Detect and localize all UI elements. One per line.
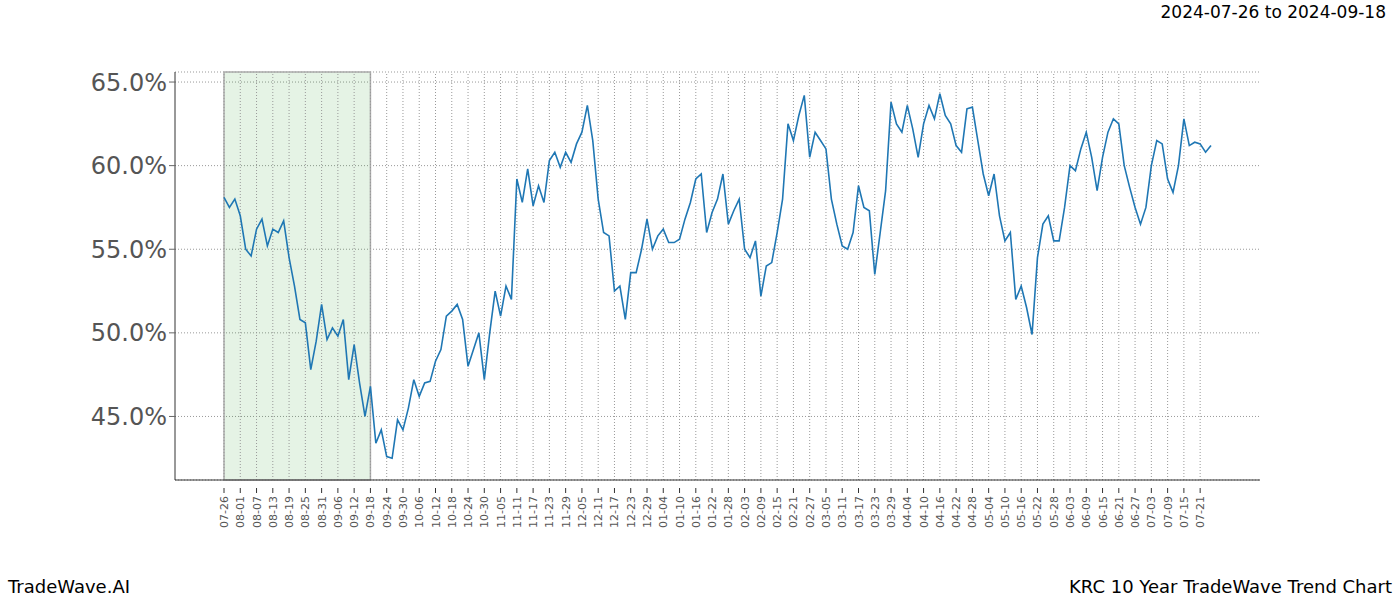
svg-text:01-28: 01-28 — [722, 496, 735, 528]
svg-text:06-09: 06-09 — [1080, 496, 1093, 528]
svg-text:01-04: 01-04 — [657, 496, 670, 528]
svg-text:12-17: 12-17 — [608, 496, 621, 528]
svg-text:12-11: 12-11 — [592, 496, 605, 528]
svg-text:10-24: 10-24 — [462, 496, 475, 528]
svg-text:08-31: 08-31 — [316, 496, 329, 528]
svg-text:03-05: 03-05 — [820, 496, 833, 528]
svg-text:07-21: 07-21 — [1194, 496, 1207, 528]
html-text:KRC 10 Year TradeWave Trend Ch: KRC 10 Year TradeWave Trend Chart — [1069, 576, 1392, 597]
svg-text:09-30: 09-30 — [397, 496, 410, 528]
svg-text:11-23: 11-23 — [543, 496, 556, 528]
svg-text:06-15: 06-15 — [1097, 496, 1110, 528]
svg-text:02-09: 02-09 — [755, 496, 768, 528]
svg-text:11-17: 11-17 — [527, 496, 540, 528]
svg-text:01-10: 01-10 — [674, 496, 687, 528]
svg-text:05-28: 05-28 — [1048, 496, 1061, 528]
svg-text:10-18: 10-18 — [446, 496, 459, 528]
svg-text:02-21: 02-21 — [787, 496, 800, 528]
svg-text:12-05: 12-05 — [576, 496, 589, 528]
svg-text:04-22: 04-22 — [950, 496, 963, 528]
svg-text:08-25: 08-25 — [299, 496, 312, 528]
svg-text:08-07: 08-07 — [251, 496, 264, 528]
svg-text:45.0%: 45.0% — [91, 403, 167, 431]
svg-text:11-29: 11-29 — [560, 496, 573, 528]
svg-text:05-22: 05-22 — [1031, 496, 1044, 528]
svg-text:08-01: 08-01 — [234, 496, 247, 528]
svg-text:12-29: 12-29 — [641, 496, 654, 528]
svg-text:50.0%: 50.0% — [91, 319, 167, 347]
svg-text:09-18: 09-18 — [364, 496, 377, 528]
svg-text:05-04: 05-04 — [983, 496, 996, 528]
svg-text:06-27: 06-27 — [1129, 496, 1142, 528]
svg-text:02-27: 02-27 — [804, 496, 817, 528]
svg-text:06-21: 06-21 — [1113, 496, 1126, 528]
svg-text:02-03: 02-03 — [739, 496, 752, 528]
svg-text:09-12: 09-12 — [348, 496, 361, 528]
svg-text:06-03: 06-03 — [1064, 496, 1077, 528]
svg-text:01-16: 01-16 — [690, 496, 703, 528]
svg-text:03-11: 03-11 — [836, 496, 849, 528]
svg-text:08-19: 08-19 — [283, 496, 296, 528]
svg-text:07-09: 07-09 — [1162, 496, 1175, 528]
svg-text:04-28: 04-28 — [966, 496, 979, 528]
svg-text:55.0%: 55.0% — [91, 236, 167, 264]
svg-text:03-23: 03-23 — [869, 496, 882, 528]
svg-text:03-17: 03-17 — [853, 496, 866, 528]
svg-text:10-30: 10-30 — [478, 496, 491, 528]
svg-text:10-06: 10-06 — [413, 496, 426, 528]
svg-text:01-22: 01-22 — [706, 496, 719, 528]
svg-text:05-16: 05-16 — [1015, 496, 1028, 528]
svg-text:12-23: 12-23 — [625, 496, 638, 528]
svg-text:11-11: 11-11 — [511, 496, 524, 528]
svg-text:02-15: 02-15 — [771, 496, 784, 528]
svg-text:08-13: 08-13 — [267, 496, 280, 528]
svg-text:09-06: 09-06 — [332, 496, 345, 528]
svg-text:04-16: 04-16 — [934, 496, 947, 528]
html-text:TradeWave.AI: TradeWave.AI — [8, 576, 130, 597]
svg-text:10-12: 10-12 — [430, 496, 443, 528]
svg-text:07-15: 07-15 — [1178, 496, 1191, 528]
svg-text:11-05: 11-05 — [495, 496, 508, 528]
svg-text:04-10: 04-10 — [918, 496, 931, 528]
svg-text:05-10: 05-10 — [999, 496, 1012, 528]
svg-text:03-29: 03-29 — [885, 496, 898, 528]
svg-text:60.0%: 60.0% — [91, 152, 167, 180]
html-text:2024-07-26 to 2024-09-18: 2024-07-26 to 2024-09-18 — [1160, 2, 1386, 22]
svg-text:09-24: 09-24 — [381, 496, 394, 528]
svg-text:07-03: 07-03 — [1145, 496, 1158, 528]
svg-text:07-26: 07-26 — [218, 496, 231, 528]
svg-text:04-04: 04-04 — [901, 496, 914, 528]
svg-text:65.0%: 65.0% — [91, 69, 167, 97]
